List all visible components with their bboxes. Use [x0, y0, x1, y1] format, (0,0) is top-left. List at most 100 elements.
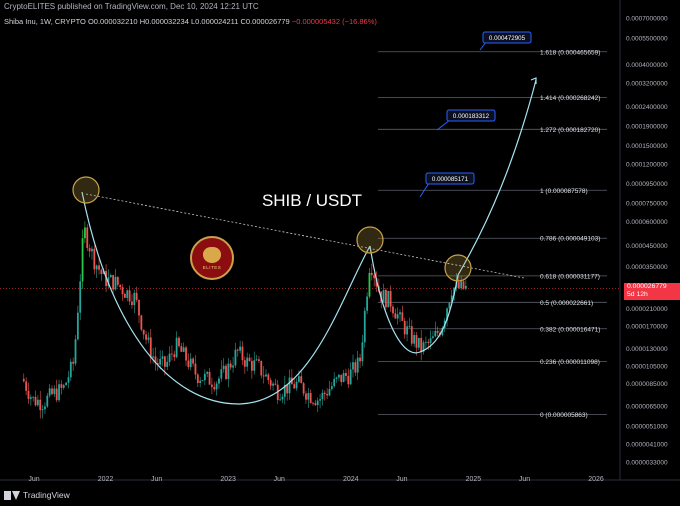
- candle-body: [100, 269, 103, 274]
- candle-body: [239, 346, 242, 351]
- candle-body: [326, 393, 329, 396]
- candle-body: [119, 284, 122, 288]
- candle-body: [345, 372, 347, 377]
- candle-body: [138, 299, 140, 316]
- candle-body: [34, 396, 37, 406]
- candle-body: [396, 314, 399, 319]
- callout-box: [482, 31, 532, 44]
- fib-level-label: 0 (0.000005863): [540, 412, 588, 419]
- candle-body: [206, 371, 209, 374]
- candle-body: [22, 378, 25, 382]
- candle-body: [267, 374, 270, 381]
- y-tick-label: 0.0005500000: [626, 35, 668, 42]
- candle-body: [109, 275, 112, 278]
- candle-body: [246, 357, 249, 367]
- candle-body: [385, 289, 387, 308]
- fib-level-label: 1.414 (0.000268242): [540, 95, 600, 102]
- candle-body: [281, 396, 284, 400]
- candle-body: [274, 383, 277, 385]
- candle-body: [229, 363, 232, 368]
- fib-level-label: 0.5 (0.000022661): [540, 300, 593, 307]
- candle-body: [44, 406, 46, 410]
- candle-body: [314, 403, 317, 406]
- candle-body: [55, 388, 58, 401]
- candle-body: [218, 378, 220, 384]
- candle-body: [79, 281, 82, 313]
- candle-body: [288, 377, 291, 394]
- candle-body: [91, 248, 93, 252]
- candle-body: [293, 384, 296, 389]
- candle-body: [69, 361, 72, 378]
- candle-body: [300, 376, 303, 384]
- highlight-circle: [356, 226, 384, 254]
- low-value: L0.000024211: [191, 17, 239, 26]
- candle-body: [189, 358, 192, 368]
- candle-body: [161, 356, 164, 359]
- candle-body: [32, 396, 35, 398]
- candle-body: [208, 371, 211, 385]
- candle-body: [39, 399, 42, 411]
- candle-body: [65, 382, 68, 386]
- candle-body: [253, 360, 256, 371]
- candle-body: [74, 339, 77, 364]
- candle-body: [222, 365, 225, 370]
- candle-body: [84, 227, 86, 239]
- fib-level-label: 1.272 (0.000182720): [540, 127, 600, 134]
- candle-body: [441, 327, 444, 336]
- y-tick-label: 0.0001200000: [626, 162, 668, 169]
- candle-body: [123, 294, 126, 298]
- fib-level-label: 1.618 (0.000465659): [540, 49, 600, 56]
- candle-body: [126, 290, 129, 298]
- y-tick-label: 0.0000105000: [626, 364, 668, 371]
- open-value: O0.000032210: [87, 17, 138, 26]
- candle-body: [196, 374, 199, 383]
- tradingview-footer[interactable]: TradingView: [4, 490, 70, 500]
- candle-body: [149, 337, 152, 358]
- y-tick-label: 0.0000170000: [626, 324, 668, 331]
- candle-body: [98, 265, 100, 270]
- candle-body: [192, 358, 194, 364]
- candle-body: [429, 338, 432, 343]
- logo-text: ELITES: [202, 264, 222, 270]
- candle-body: [335, 377, 338, 379]
- fib-level-label: 0.786 (0.000049103): [540, 236, 600, 243]
- candle-body: [410, 326, 413, 344]
- symbol-label[interactable]: Shiba Inu, 1W, CRYPTO: [4, 17, 86, 26]
- y-tick-label: 0.0000210000: [626, 306, 668, 313]
- candle-body: [422, 342, 425, 352]
- candle-body: [366, 296, 369, 311]
- candle-body: [173, 354, 176, 358]
- candle-body: [460, 281, 463, 289]
- y-tick-label: 0.0000950000: [626, 181, 668, 188]
- candle-body: [333, 378, 336, 387]
- candle-body: [248, 357, 251, 362]
- candle-body: [29, 397, 32, 399]
- candle-body: [250, 361, 253, 371]
- candle-body: [213, 386, 216, 390]
- candle-body: [27, 390, 30, 399]
- y-tick-label: 0.0001500000: [626, 143, 668, 150]
- x-tick-label: 2022: [98, 476, 114, 483]
- candle-body: [307, 392, 310, 400]
- candle-body: [171, 353, 173, 355]
- candle-body: [389, 290, 392, 307]
- y-tick-label: 0.0000051000: [626, 423, 668, 430]
- lion-icon: [203, 246, 221, 263]
- bar-countdown: 5d 12h: [627, 291, 648, 298]
- callout-pointer: [436, 119, 451, 131]
- candle-body: [370, 272, 373, 276]
- candle-body: [347, 376, 350, 385]
- callout-label: 0.000472905: [489, 35, 526, 42]
- callout-box: [446, 109, 496, 122]
- candle-body: [359, 357, 361, 362]
- tradingview-logo-icon: [4, 490, 20, 500]
- y-tick-label: 0.0000033000: [626, 460, 668, 467]
- candle-body: [147, 337, 150, 340]
- candle-body: [330, 386, 333, 390]
- candle-body: [234, 349, 237, 366]
- candle-body: [60, 384, 63, 388]
- candle-body: [328, 389, 331, 396]
- candle-body: [363, 310, 366, 343]
- change-value: −0.000005432 (−16.86%): [291, 17, 377, 26]
